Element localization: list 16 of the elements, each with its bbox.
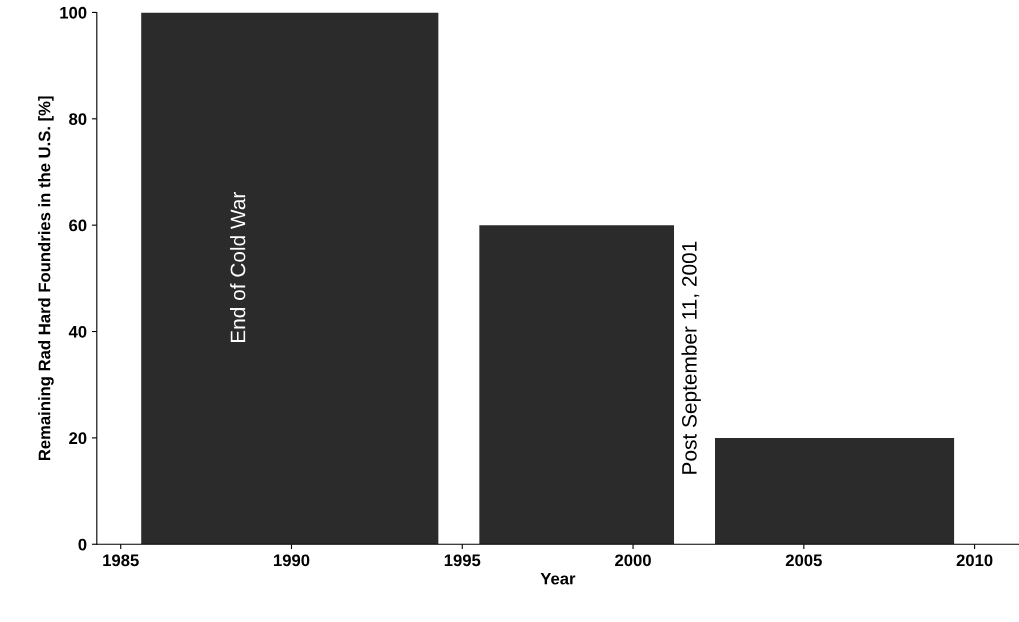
y-axis-title: Remaining Rad Hard Foundries in the U.S. [%] [38,96,54,461]
annotation: End of Cold War [230,192,246,343]
y-tick-label: 40 [68,325,87,338]
x-tick-label: 1985 [103,554,139,567]
x-tick-label: 1995 [444,554,481,567]
y-tick-label: 80 [69,113,87,126]
y-tick-label: 0 [78,538,87,551]
annotation: Post September 11, 2001 [681,241,701,474]
x-tick-label: 2005 [785,554,822,567]
x-tick-label: 1990 [274,554,310,567]
x-axis-title: Year [540,572,576,585]
y-tick-label: 20 [69,432,87,445]
y-tick-label: 60 [69,219,87,232]
y-tick-label: 100 [60,6,87,19]
x-tick-label: 2000 [615,554,651,567]
x-tick-label: 2010 [956,554,993,567]
